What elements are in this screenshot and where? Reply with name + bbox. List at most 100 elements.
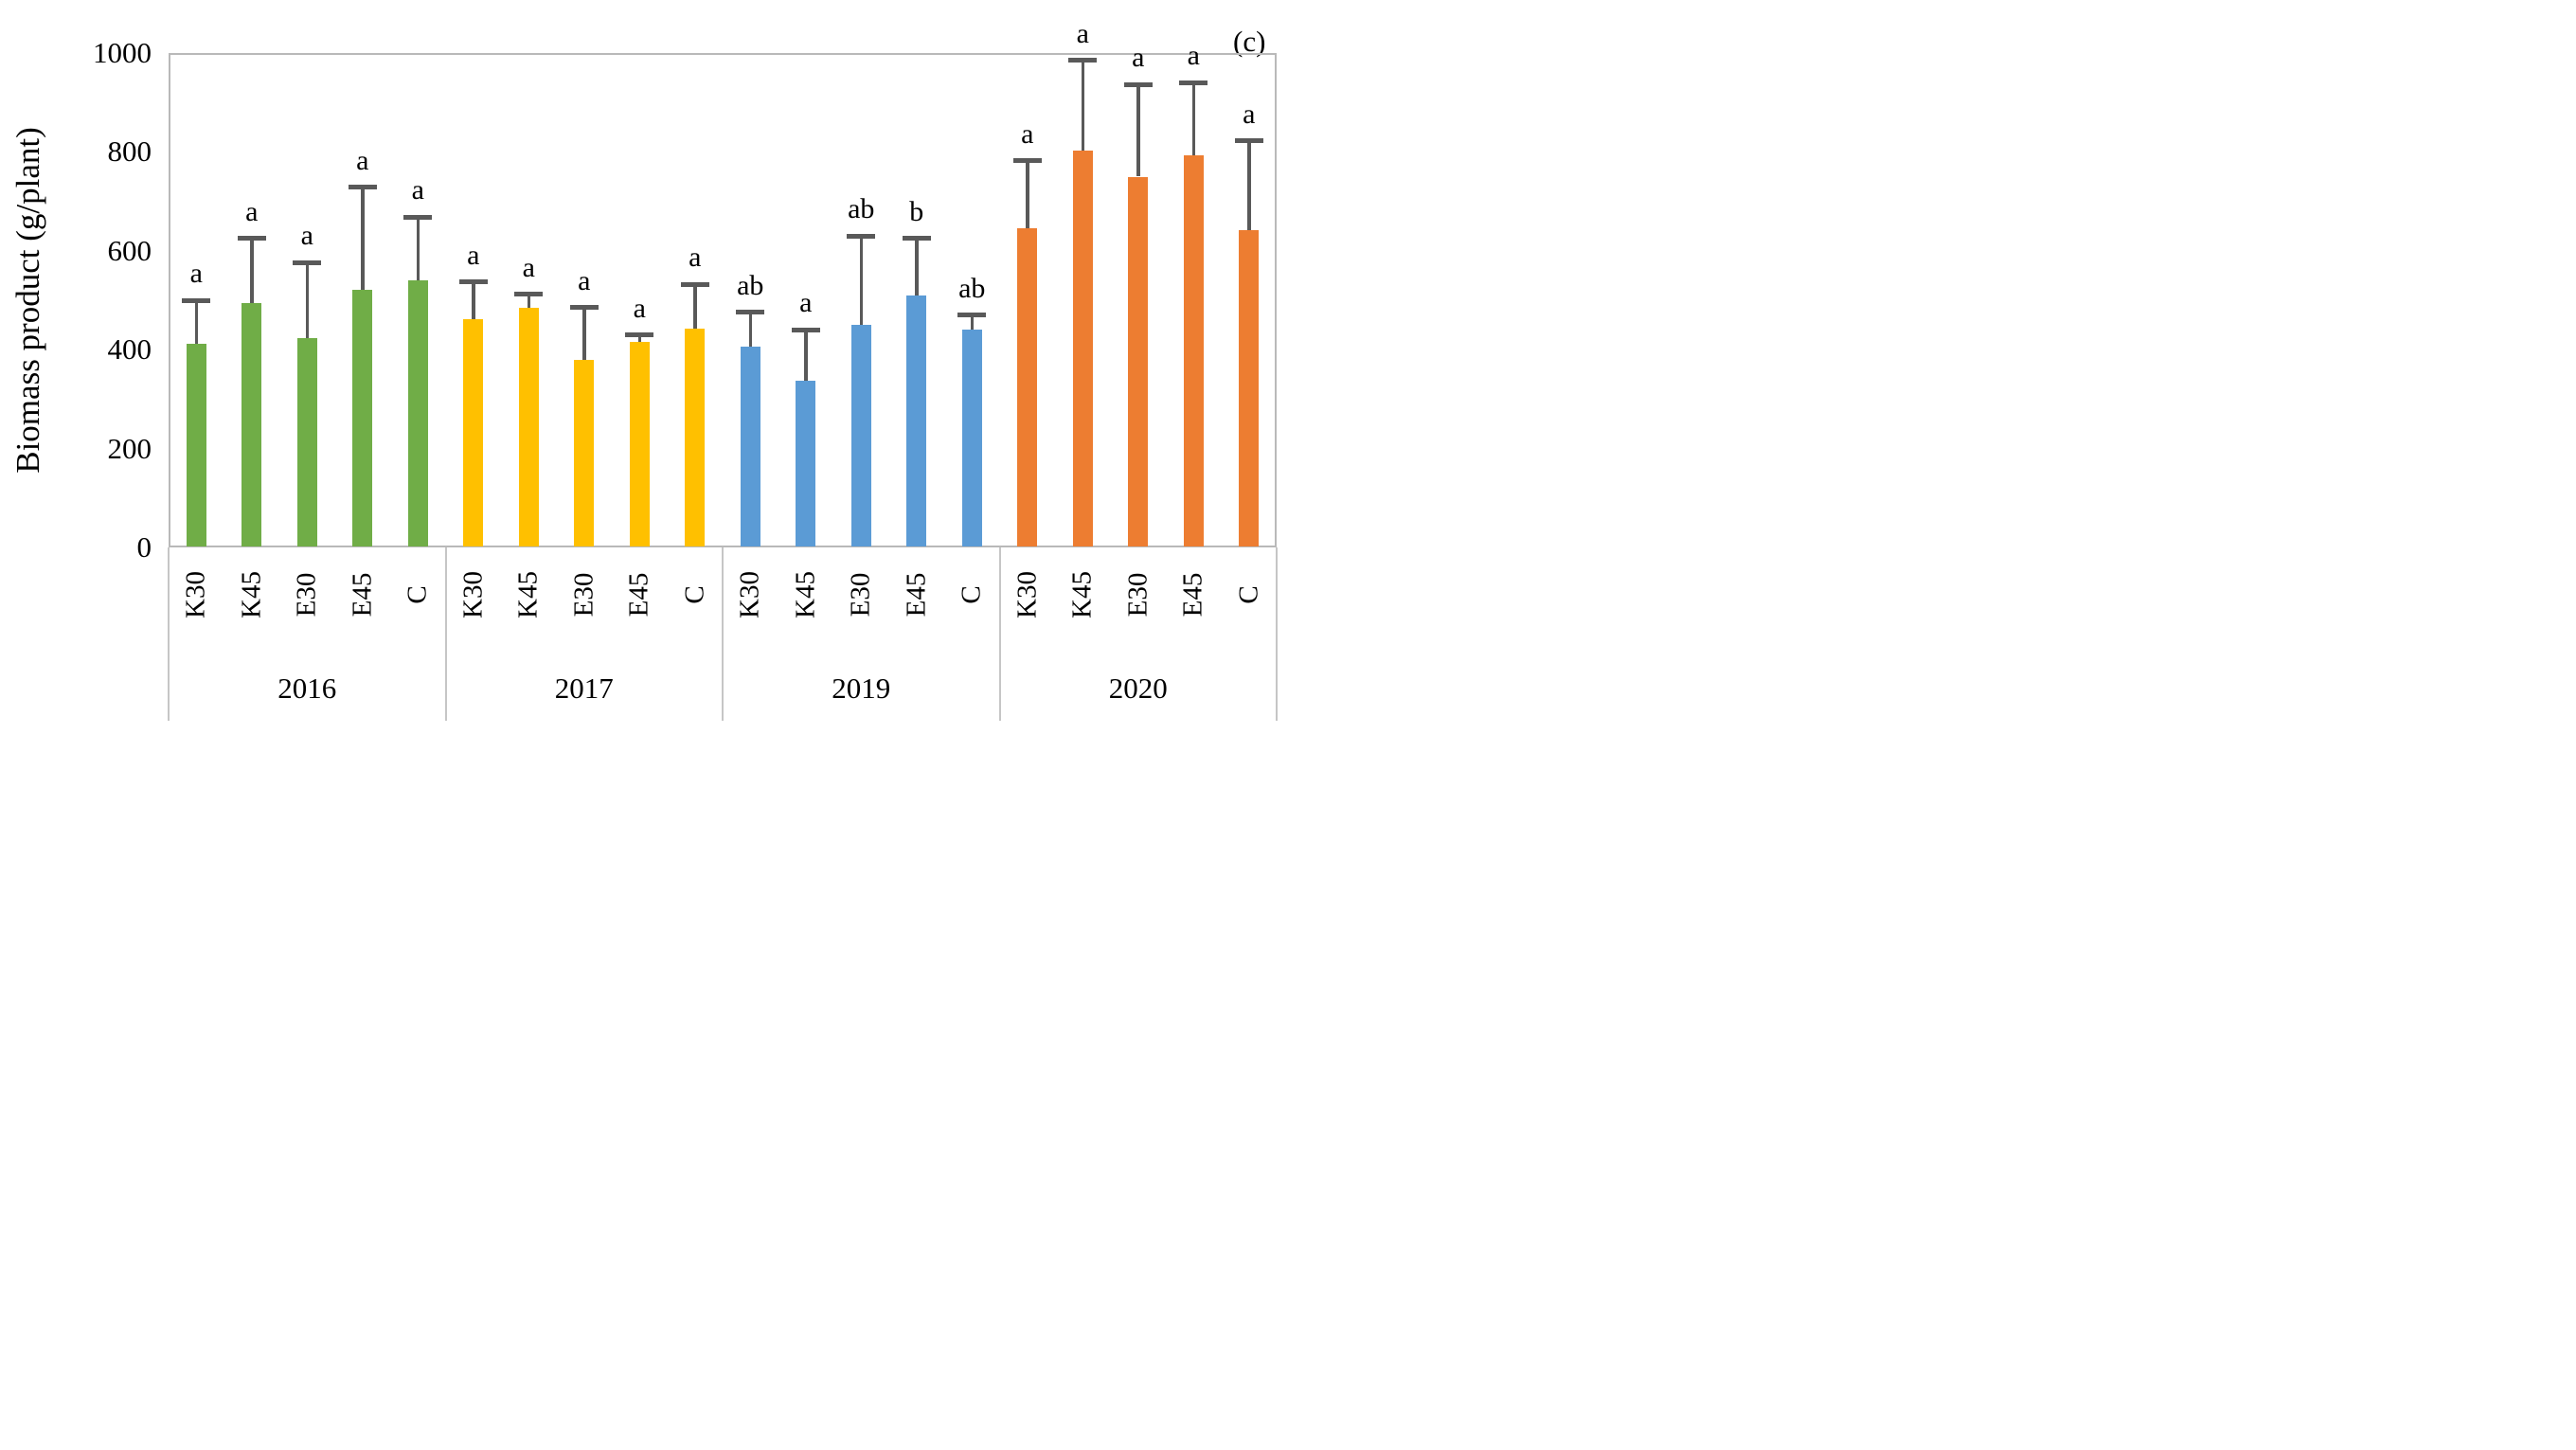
significance-letter: a <box>522 251 535 283</box>
x-axis-category-label: K30 <box>734 571 765 618</box>
error-bar-cap <box>293 260 322 265</box>
y-axis-tick-label: 200 <box>107 431 152 465</box>
x-axis-category-label: C <box>1233 585 1264 604</box>
error-bar-cap <box>625 332 654 338</box>
x-axis-category-label: E45 <box>623 572 654 618</box>
error-bar <box>361 187 365 291</box>
category-group-separator <box>168 547 170 721</box>
panel-label: (c) <box>1233 25 1266 58</box>
error-bar-cap <box>514 292 544 297</box>
significance-letter: a <box>799 287 813 319</box>
error-bar <box>250 238 254 303</box>
significance-letter: ab <box>737 269 764 301</box>
y-axis-title: Biomass product (g/plant) <box>9 127 46 474</box>
x-axis-category-label: E30 <box>845 572 876 618</box>
significance-letter: a <box>689 242 702 274</box>
error-bar-cap <box>348 185 377 190</box>
x-axis-category-label: E30 <box>291 572 322 618</box>
error-bar-cap <box>182 297 211 303</box>
bar-2017-E45 <box>629 342 650 546</box>
x-axis-category-label: E45 <box>1177 572 1208 618</box>
error-bar <box>194 300 198 344</box>
error-bar <box>970 314 974 331</box>
bar-2017-K45 <box>518 307 539 546</box>
error-bar-cap <box>403 214 433 220</box>
category-group-separator <box>998 547 1001 721</box>
significance-letter: a <box>1187 40 1200 72</box>
significance-letter: a <box>189 258 203 289</box>
significance-letter: a <box>578 264 591 296</box>
bar-2019-E45 <box>906 295 927 546</box>
bar-2016-K45 <box>242 302 262 546</box>
significance-letter: a <box>245 195 259 227</box>
x-axis-category-label: K45 <box>1066 571 1098 618</box>
error-bar-cap <box>902 236 931 242</box>
error-bar-cap <box>1179 80 1208 85</box>
error-bar <box>1247 140 1251 230</box>
error-bar <box>1026 160 1029 229</box>
significance-letter: a <box>300 220 313 252</box>
x-axis-category-label: K30 <box>180 571 211 618</box>
category-group-separator <box>722 547 724 721</box>
bar-2016-E45 <box>352 290 373 546</box>
error-bar-cap <box>1012 158 1042 164</box>
x-axis-category-label: E30 <box>1122 572 1154 618</box>
bar-2019-E30 <box>850 325 871 546</box>
error-bar <box>305 262 309 338</box>
bar-2017-K30 <box>463 318 484 546</box>
x-axis-category-label: C <box>402 585 433 604</box>
error-bar-cap <box>736 310 765 315</box>
bar-2020-E30 <box>1128 176 1149 546</box>
x-axis-year-label: 2019 <box>832 671 891 705</box>
x-axis-category-label: E45 <box>347 572 378 618</box>
x-axis-year-label: 2020 <box>1108 671 1168 705</box>
y-axis-tick-label: 0 <box>136 530 152 564</box>
error-bar <box>1081 60 1084 151</box>
bar-2016-E30 <box>296 337 317 546</box>
significance-letter: ab <box>848 193 875 225</box>
error-bar-cap <box>1068 58 1098 63</box>
bar-2017-C <box>685 329 706 546</box>
bar-2020-K30 <box>1017 228 1038 546</box>
error-bar-cap <box>847 233 876 239</box>
significance-letter: a <box>356 144 369 176</box>
x-axis-category-label: E45 <box>901 572 932 618</box>
bar-chart-figure-panel-c: Biomass product (g/plant) (c) 0 200 400 600… <box>0 0 1288 725</box>
error-bar <box>416 217 420 281</box>
error-bar <box>637 334 641 343</box>
error-bar <box>804 330 808 382</box>
x-axis-category-label: K45 <box>512 571 544 618</box>
significance-letter: a <box>1243 98 1256 130</box>
error-bar-cap <box>569 305 599 311</box>
x-axis-category-label: C <box>956 585 987 604</box>
x-axis-year-label: 2017 <box>554 671 614 705</box>
error-bar <box>582 307 586 360</box>
x-axis-category-label: K30 <box>457 571 489 618</box>
error-bar-cap <box>1234 138 1263 144</box>
x-axis-category-label: C <box>679 585 710 604</box>
bar-2020-E45 <box>1183 155 1204 546</box>
x-axis-category-label: E30 <box>568 572 599 618</box>
y-axis-tick-label: 800 <box>107 134 152 169</box>
significance-letter: ab <box>958 272 986 304</box>
bar-2019-C <box>961 330 982 546</box>
bar-2019-K45 <box>796 381 816 546</box>
bar-2020-K45 <box>1072 150 1093 546</box>
significance-letter: a <box>633 292 646 324</box>
error-bar <box>1136 84 1140 177</box>
error-bar-cap <box>957 313 987 318</box>
x-axis-year-label: 2016 <box>277 671 337 705</box>
bar-2017-E30 <box>574 359 595 546</box>
category-group-separator <box>444 547 447 721</box>
significance-letter: a <box>467 239 480 271</box>
significance-letter: a <box>1132 42 1145 74</box>
category-group-separator <box>1276 547 1278 721</box>
significance-letter: a <box>1021 117 1034 150</box>
x-axis-category-label: K45 <box>236 571 267 618</box>
significance-letter: a <box>411 174 424 206</box>
significance-letter: a <box>1076 17 1089 49</box>
error-bar <box>527 294 530 308</box>
bar-2016-C <box>407 280 428 546</box>
x-axis-category-label: K30 <box>1011 571 1043 618</box>
plot-area-frame <box>169 53 1277 547</box>
